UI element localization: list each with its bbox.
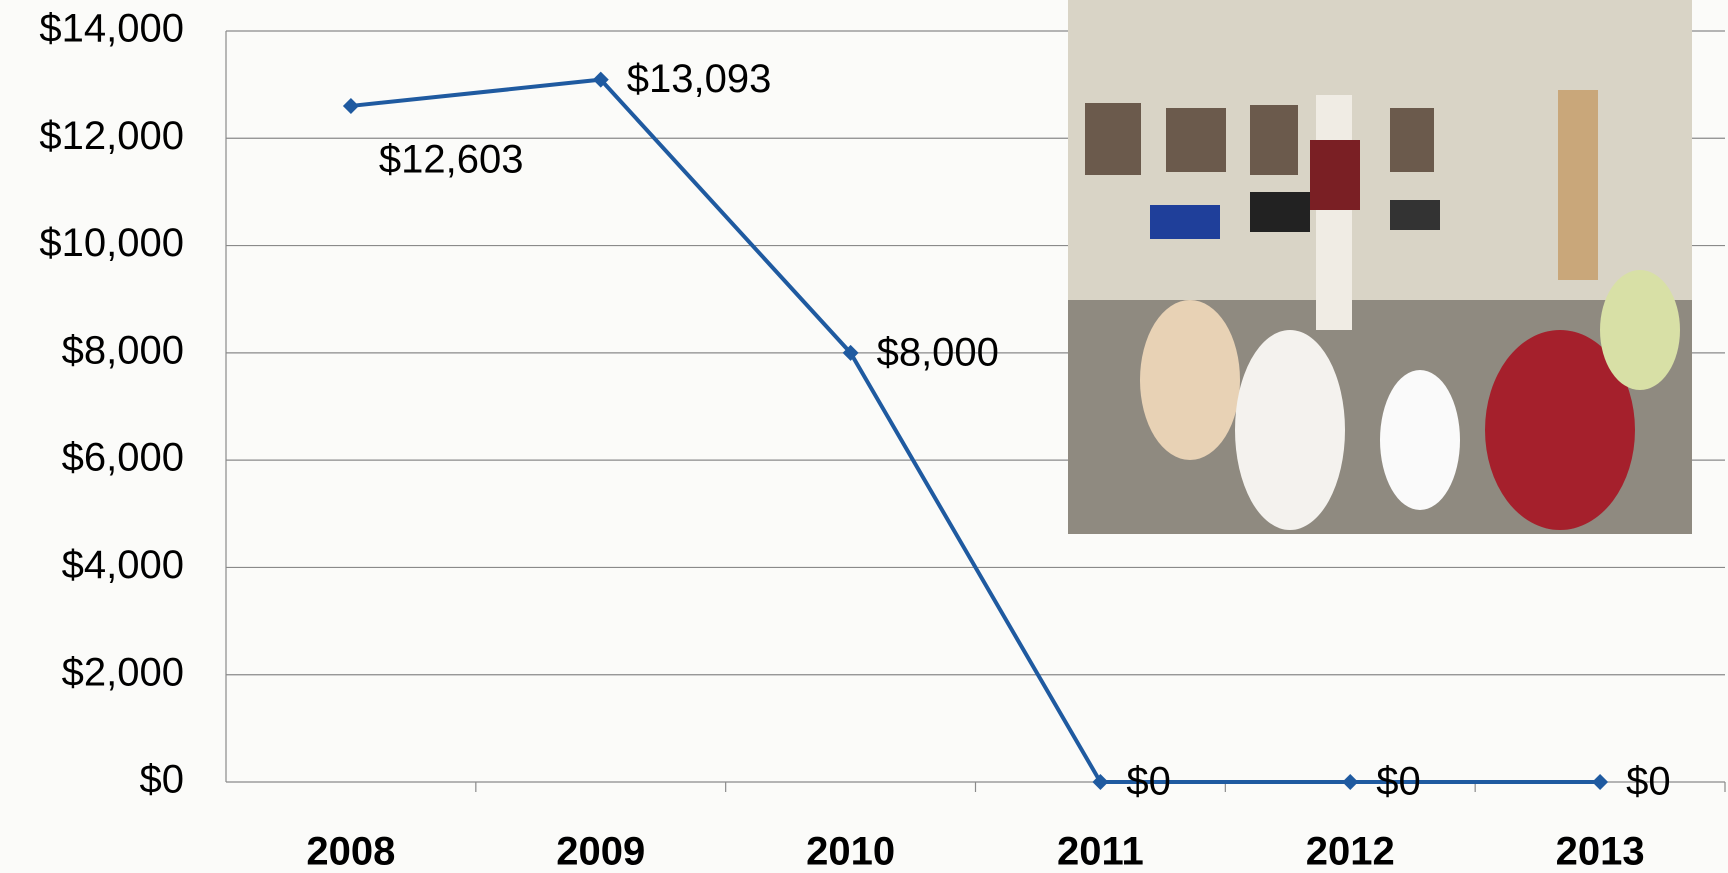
marker (1092, 774, 1109, 790)
marker (342, 97, 359, 114)
x-tick-label: 2009 (556, 830, 645, 873)
marker (842, 344, 859, 361)
x-tick-label: 2013 (1556, 830, 1645, 873)
marker (1592, 774, 1609, 790)
y-tick-label: $6,000 (62, 436, 184, 480)
value-label: $0 (1376, 760, 1421, 804)
y-tick-label: $10,000 (39, 221, 184, 265)
marker (592, 71, 609, 88)
value-label: $12,603 (379, 138, 524, 182)
marker (1342, 774, 1359, 790)
y-tick-label: $2,000 (62, 650, 184, 694)
photo (1068, 0, 1692, 534)
x-tick-label: 2012 (1306, 830, 1395, 873)
x-tick-label: 2010 (806, 830, 895, 873)
y-tick-label: $12,000 (39, 114, 184, 158)
value-label: $8,000 (877, 330, 999, 374)
value-label: $0 (1626, 760, 1671, 804)
x-tick-label: 2011 (1057, 830, 1144, 873)
y-tick-label: $14,000 (39, 7, 184, 51)
value-label: $0 (1126, 760, 1171, 804)
value-label: $13,093 (627, 57, 772, 101)
y-tick-label: $8,000 (62, 328, 184, 372)
y-tick-label: $0 (140, 758, 185, 802)
x-tick-label: 2008 (306, 830, 395, 873)
line (350, 77, 1601, 784)
y-tick-label: $4,000 (62, 543, 184, 587)
